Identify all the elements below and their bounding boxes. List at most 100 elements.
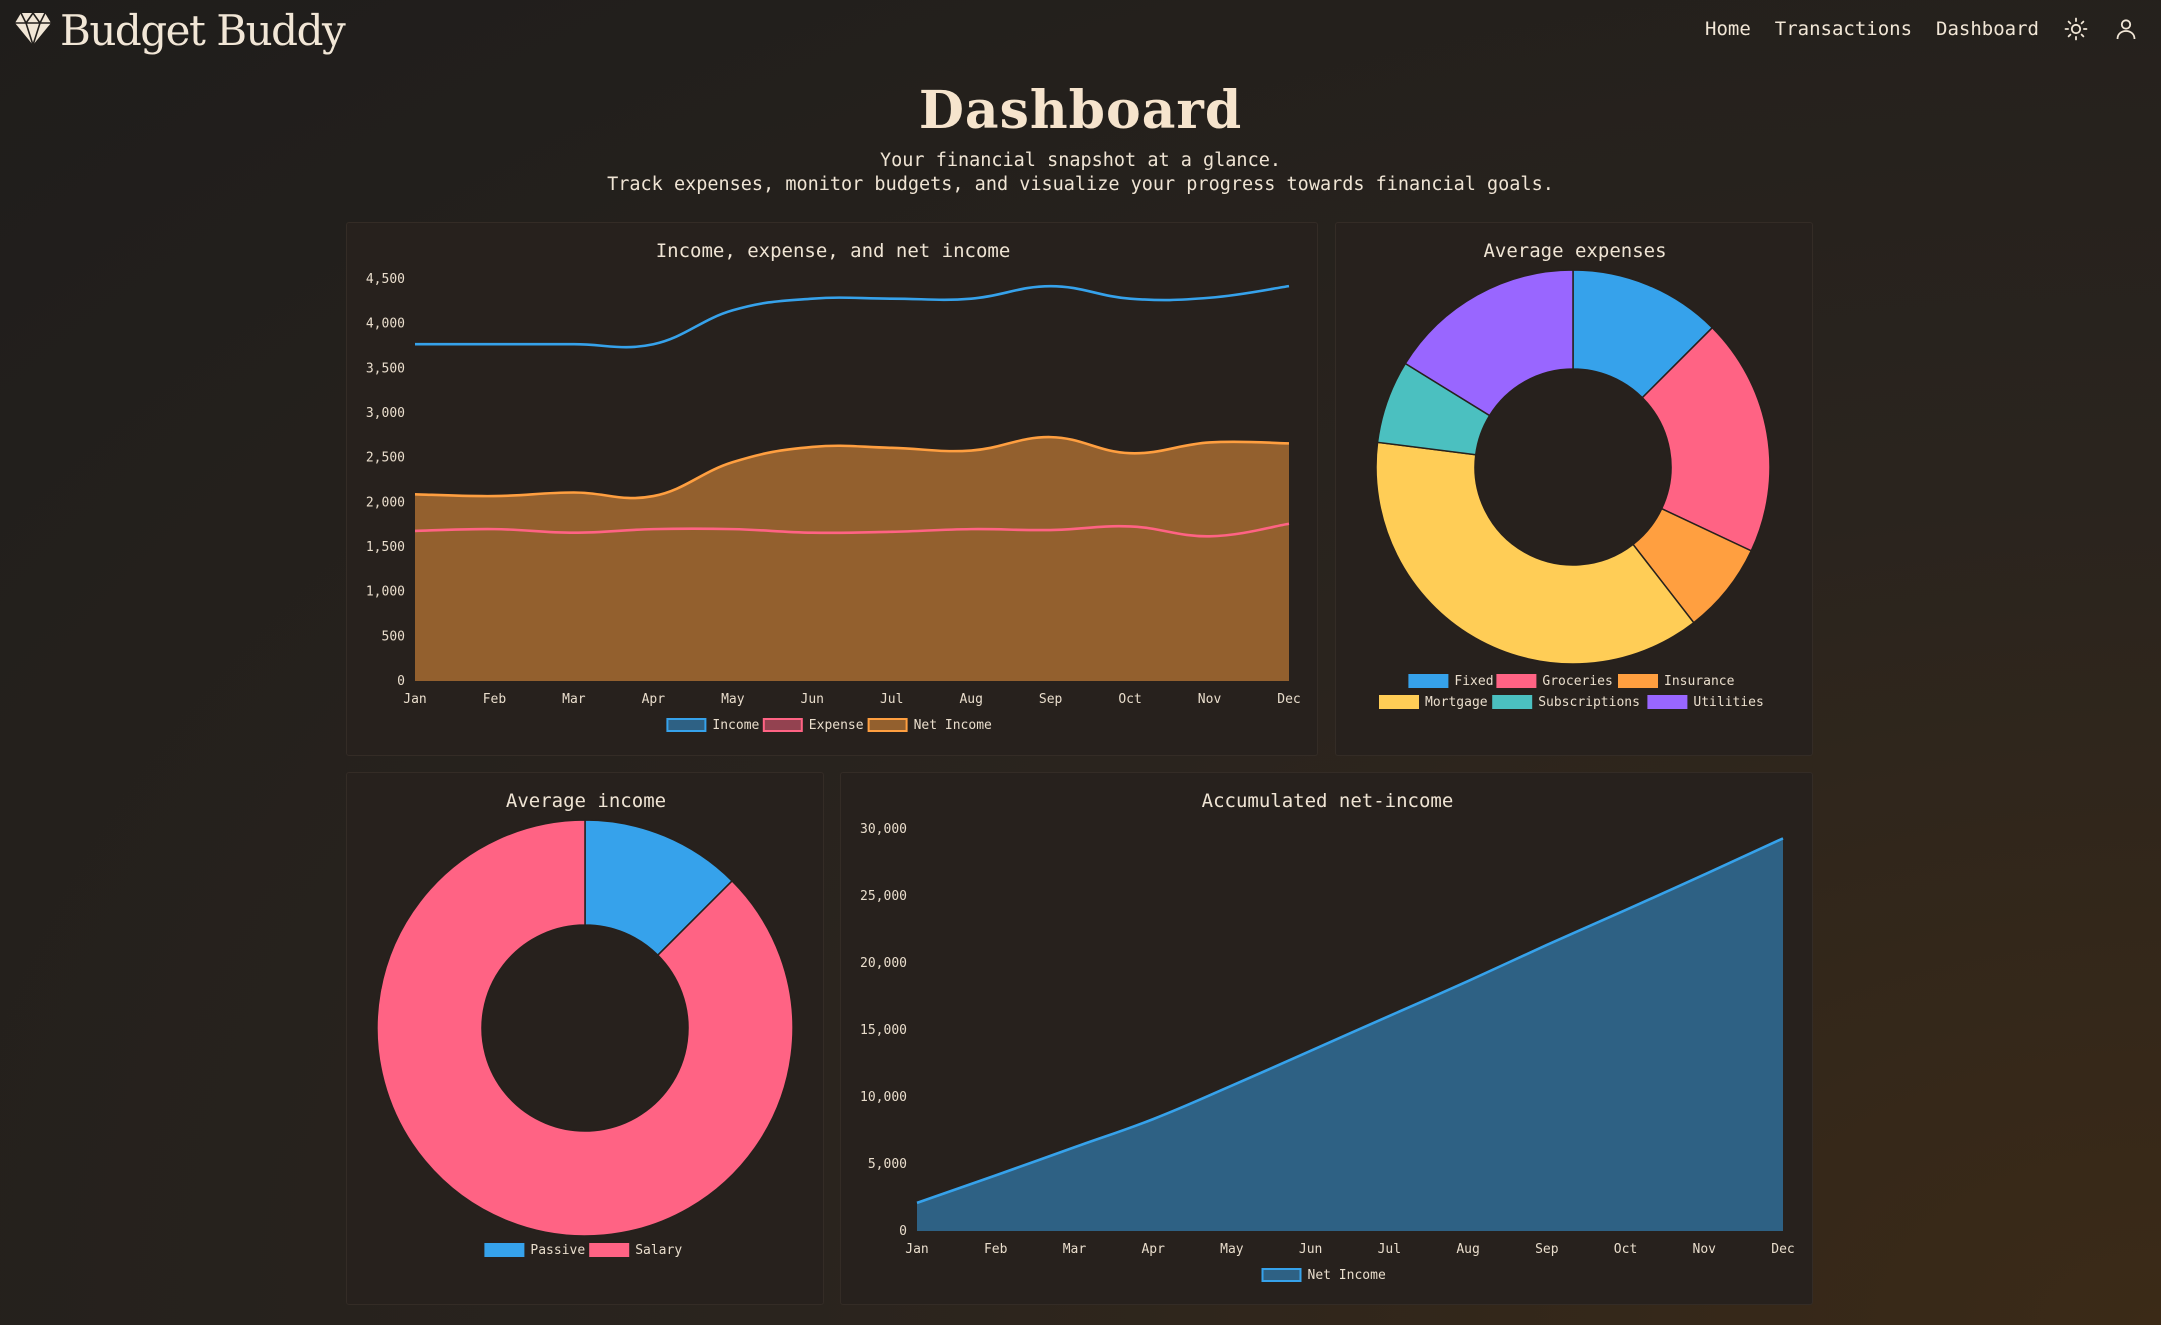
x-tick-jul: Jul: [880, 692, 903, 707]
legend-swatch-net-income: [1261, 1268, 1302, 1282]
data-point-net-income-nov: [1698, 869, 1710, 881]
data-point-expense-jun: [806, 527, 818, 539]
legend-label-utilities: Utilities: [1693, 695, 1763, 710]
app-title: Budget Buddy: [60, 6, 346, 55]
legend-label-fixed: Fixed: [1454, 674, 1493, 689]
chart-title: Average expenses: [1483, 240, 1666, 262]
data-point-net-income-apr: [1147, 1113, 1159, 1125]
legend-swatch-utilities: [1647, 695, 1688, 709]
y-tick-label: 0: [397, 674, 405, 689]
legend-swatch-groceries: [1496, 674, 1537, 688]
data-point-expense-aug: [965, 523, 977, 535]
main-nav: Home Transactions Dashboard: [1681, 13, 2139, 45]
x-tick-apr: Apr: [1141, 1242, 1165, 1257]
y-tick-label: 1,500: [366, 540, 405, 555]
x-tick-jan: Jan: [905, 1242, 928, 1257]
data-point-net-income-sep: [1045, 431, 1057, 443]
legend-label-passive: Passive: [530, 1243, 585, 1258]
average-income-chart[interactable]: Average income Passive Salary: [347, 773, 825, 1306]
data-point-net-income-oct: [1124, 447, 1136, 459]
diamond-logo-icon: [14, 11, 52, 51]
legend-label-subscriptions: Subscriptions: [1538, 695, 1640, 710]
data-point-net-income-nov: [1204, 436, 1216, 448]
y-tick-label: 15,000: [860, 1023, 907, 1038]
y-tick-label: 30,000: [860, 822, 907, 837]
x-tick-aug: Aug: [959, 692, 982, 707]
data-point-net-income-dec: [1777, 832, 1789, 844]
x-tick-aug: Aug: [1456, 1242, 1479, 1257]
nav-dashboard-link[interactable]: Dashboard: [1936, 18, 2039, 40]
y-tick-label: 1,000: [366, 585, 405, 600]
data-point-income-jan: [409, 338, 421, 350]
nav-transactions-link[interactable]: Transactions: [1774, 18, 1913, 40]
legend-swatch-subscriptions: [1492, 695, 1533, 709]
data-point-net-income-apr: [647, 490, 659, 502]
legend-label-mortgage: Mortgage: [1425, 695, 1488, 710]
legend-label-insurance: Insurance: [1664, 674, 1735, 689]
user-icon[interactable]: [2113, 16, 2139, 42]
data-point-net-income-sep: [1541, 939, 1553, 951]
x-tick-dec: Dec: [1277, 692, 1300, 707]
chart-title: Income, expense, and net income: [656, 240, 1011, 262]
income-expense-card: Income, expense, and net income 0 500 1,000…: [346, 222, 1318, 756]
accumulated-net-income-card: Accumulated net-income 0 5,000 10,000 15,000…: [840, 772, 1813, 1305]
y-tick-label: 500: [382, 629, 405, 644]
legend-swatch-net-income: [867, 718, 908, 732]
data-point-expense-nov: [1204, 530, 1216, 542]
data-point-net-income-oct: [1620, 904, 1632, 916]
y-tick-label: 4,500: [366, 272, 405, 287]
x-tick-nov: Nov: [1693, 1242, 1717, 1257]
legend-swatch-expense: [762, 718, 803, 732]
page-description: Track expenses, monitor budgets, and vis…: [607, 174, 1554, 195]
data-point-expense-feb: [488, 523, 500, 535]
data-point-expense-jan: [409, 525, 421, 537]
data-point-income-apr: [647, 338, 659, 350]
x-tick-may: May: [1220, 1242, 1244, 1257]
data-point-expense-mar: [568, 527, 580, 539]
pie-slice-utilities: [1404, 269, 1574, 417]
data-point-net-income-dec: [1283, 437, 1295, 449]
data-point-net-income-jan: [409, 488, 421, 500]
legend-swatch-salary: [589, 1243, 630, 1257]
data-point-income-feb: [488, 338, 500, 350]
series-area-net-income: [415, 437, 1289, 681]
average-expenses-chart[interactable]: Average expenses Fixed Groceries Insurance M…: [1336, 223, 1814, 757]
x-tick-dec: Dec: [1771, 1242, 1794, 1257]
accumulated-net-income-chart[interactable]: Accumulated net-income 0 5,000 10,000 15,000…: [841, 773, 1814, 1306]
legend-label-income: Income: [712, 718, 759, 733]
legend-swatch-insurance: [1618, 674, 1658, 688]
y-tick-label: 20,000: [860, 956, 907, 971]
pie-slice-groceries: [1641, 326, 1771, 552]
x-tick-oct: Oct: [1118, 692, 1141, 707]
x-tick-nov: Nov: [1198, 692, 1222, 707]
x-tick-sep: Sep: [1039, 692, 1063, 707]
data-point-expense-apr: [647, 523, 659, 535]
series-line-expense: [414, 522, 1290, 538]
legend-swatch-passive: [484, 1243, 525, 1257]
data-point-expense-sep: [1045, 524, 1057, 536]
sun-icon[interactable]: [2063, 16, 2089, 42]
average-income-card: Average income Passive Salary: [346, 772, 824, 1305]
data-point-net-income-may: [727, 456, 739, 468]
x-tick-may: May: [721, 692, 745, 707]
data-point-net-income-mar: [1068, 1141, 1080, 1153]
data-point-expense-may: [727, 523, 739, 535]
legend-label-net-income: Net Income: [1308, 1268, 1386, 1283]
data-point-net-income-jul: [1383, 1010, 1395, 1022]
y-tick-label: 4,000: [366, 317, 405, 332]
nav-home-link[interactable]: Home: [1705, 18, 1751, 40]
x-tick-mar: Mar: [562, 692, 586, 707]
data-point-expense-jul: [886, 526, 898, 538]
x-tick-jan: Jan: [403, 692, 426, 707]
data-point-net-income-jun: [806, 441, 818, 453]
data-point-expense-dec: [1283, 518, 1295, 530]
page-subtitle: Your financial snapshot at a glance.: [880, 150, 1281, 171]
data-point-net-income-mar: [568, 487, 580, 499]
income-expense-chart[interactable]: Income, expense, and net income 0 500 1,000…: [347, 223, 1319, 757]
data-point-net-income-feb: [488, 490, 500, 502]
brand[interactable]: Budget Buddy: [14, 6, 346, 56]
data-point-income-may: [727, 304, 739, 316]
y-tick-label: 25,000: [860, 889, 907, 904]
y-tick-label: 10,000: [860, 1090, 907, 1105]
x-tick-jun: Jun: [801, 692, 824, 707]
